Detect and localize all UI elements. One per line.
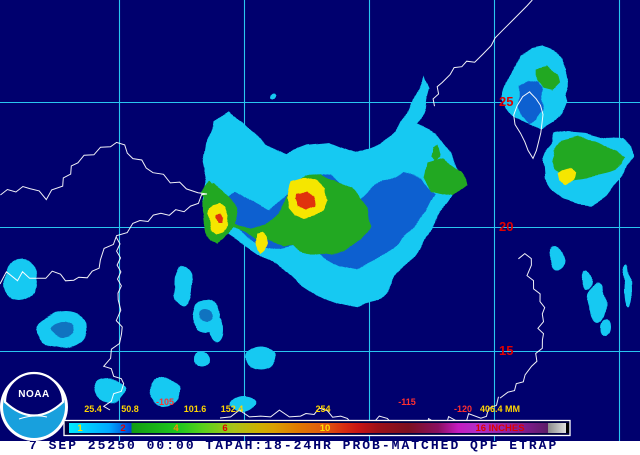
svg-text:-105: -105 bbox=[156, 397, 174, 407]
svg-text:6: 6 bbox=[222, 423, 227, 434]
svg-text:2: 2 bbox=[120, 423, 125, 434]
svg-text:-115: -115 bbox=[398, 397, 416, 407]
svg-text:101.6: 101.6 bbox=[184, 404, 207, 414]
svg-text:10: 10 bbox=[320, 423, 331, 434]
svg-text:50.8: 50.8 bbox=[121, 404, 139, 414]
svg-text:-120: -120 bbox=[454, 404, 472, 414]
svg-text:16 INCHES: 16 INCHES bbox=[475, 423, 524, 434]
svg-text:25.4: 25.4 bbox=[84, 404, 102, 414]
svg-text:152.4: 152.4 bbox=[221, 404, 244, 414]
svg-text:4: 4 bbox=[173, 423, 179, 434]
svg-text:254: 254 bbox=[315, 404, 330, 414]
svg-text:406.4 MM: 406.4 MM bbox=[480, 404, 520, 414]
svg-text:1: 1 bbox=[77, 423, 83, 434]
